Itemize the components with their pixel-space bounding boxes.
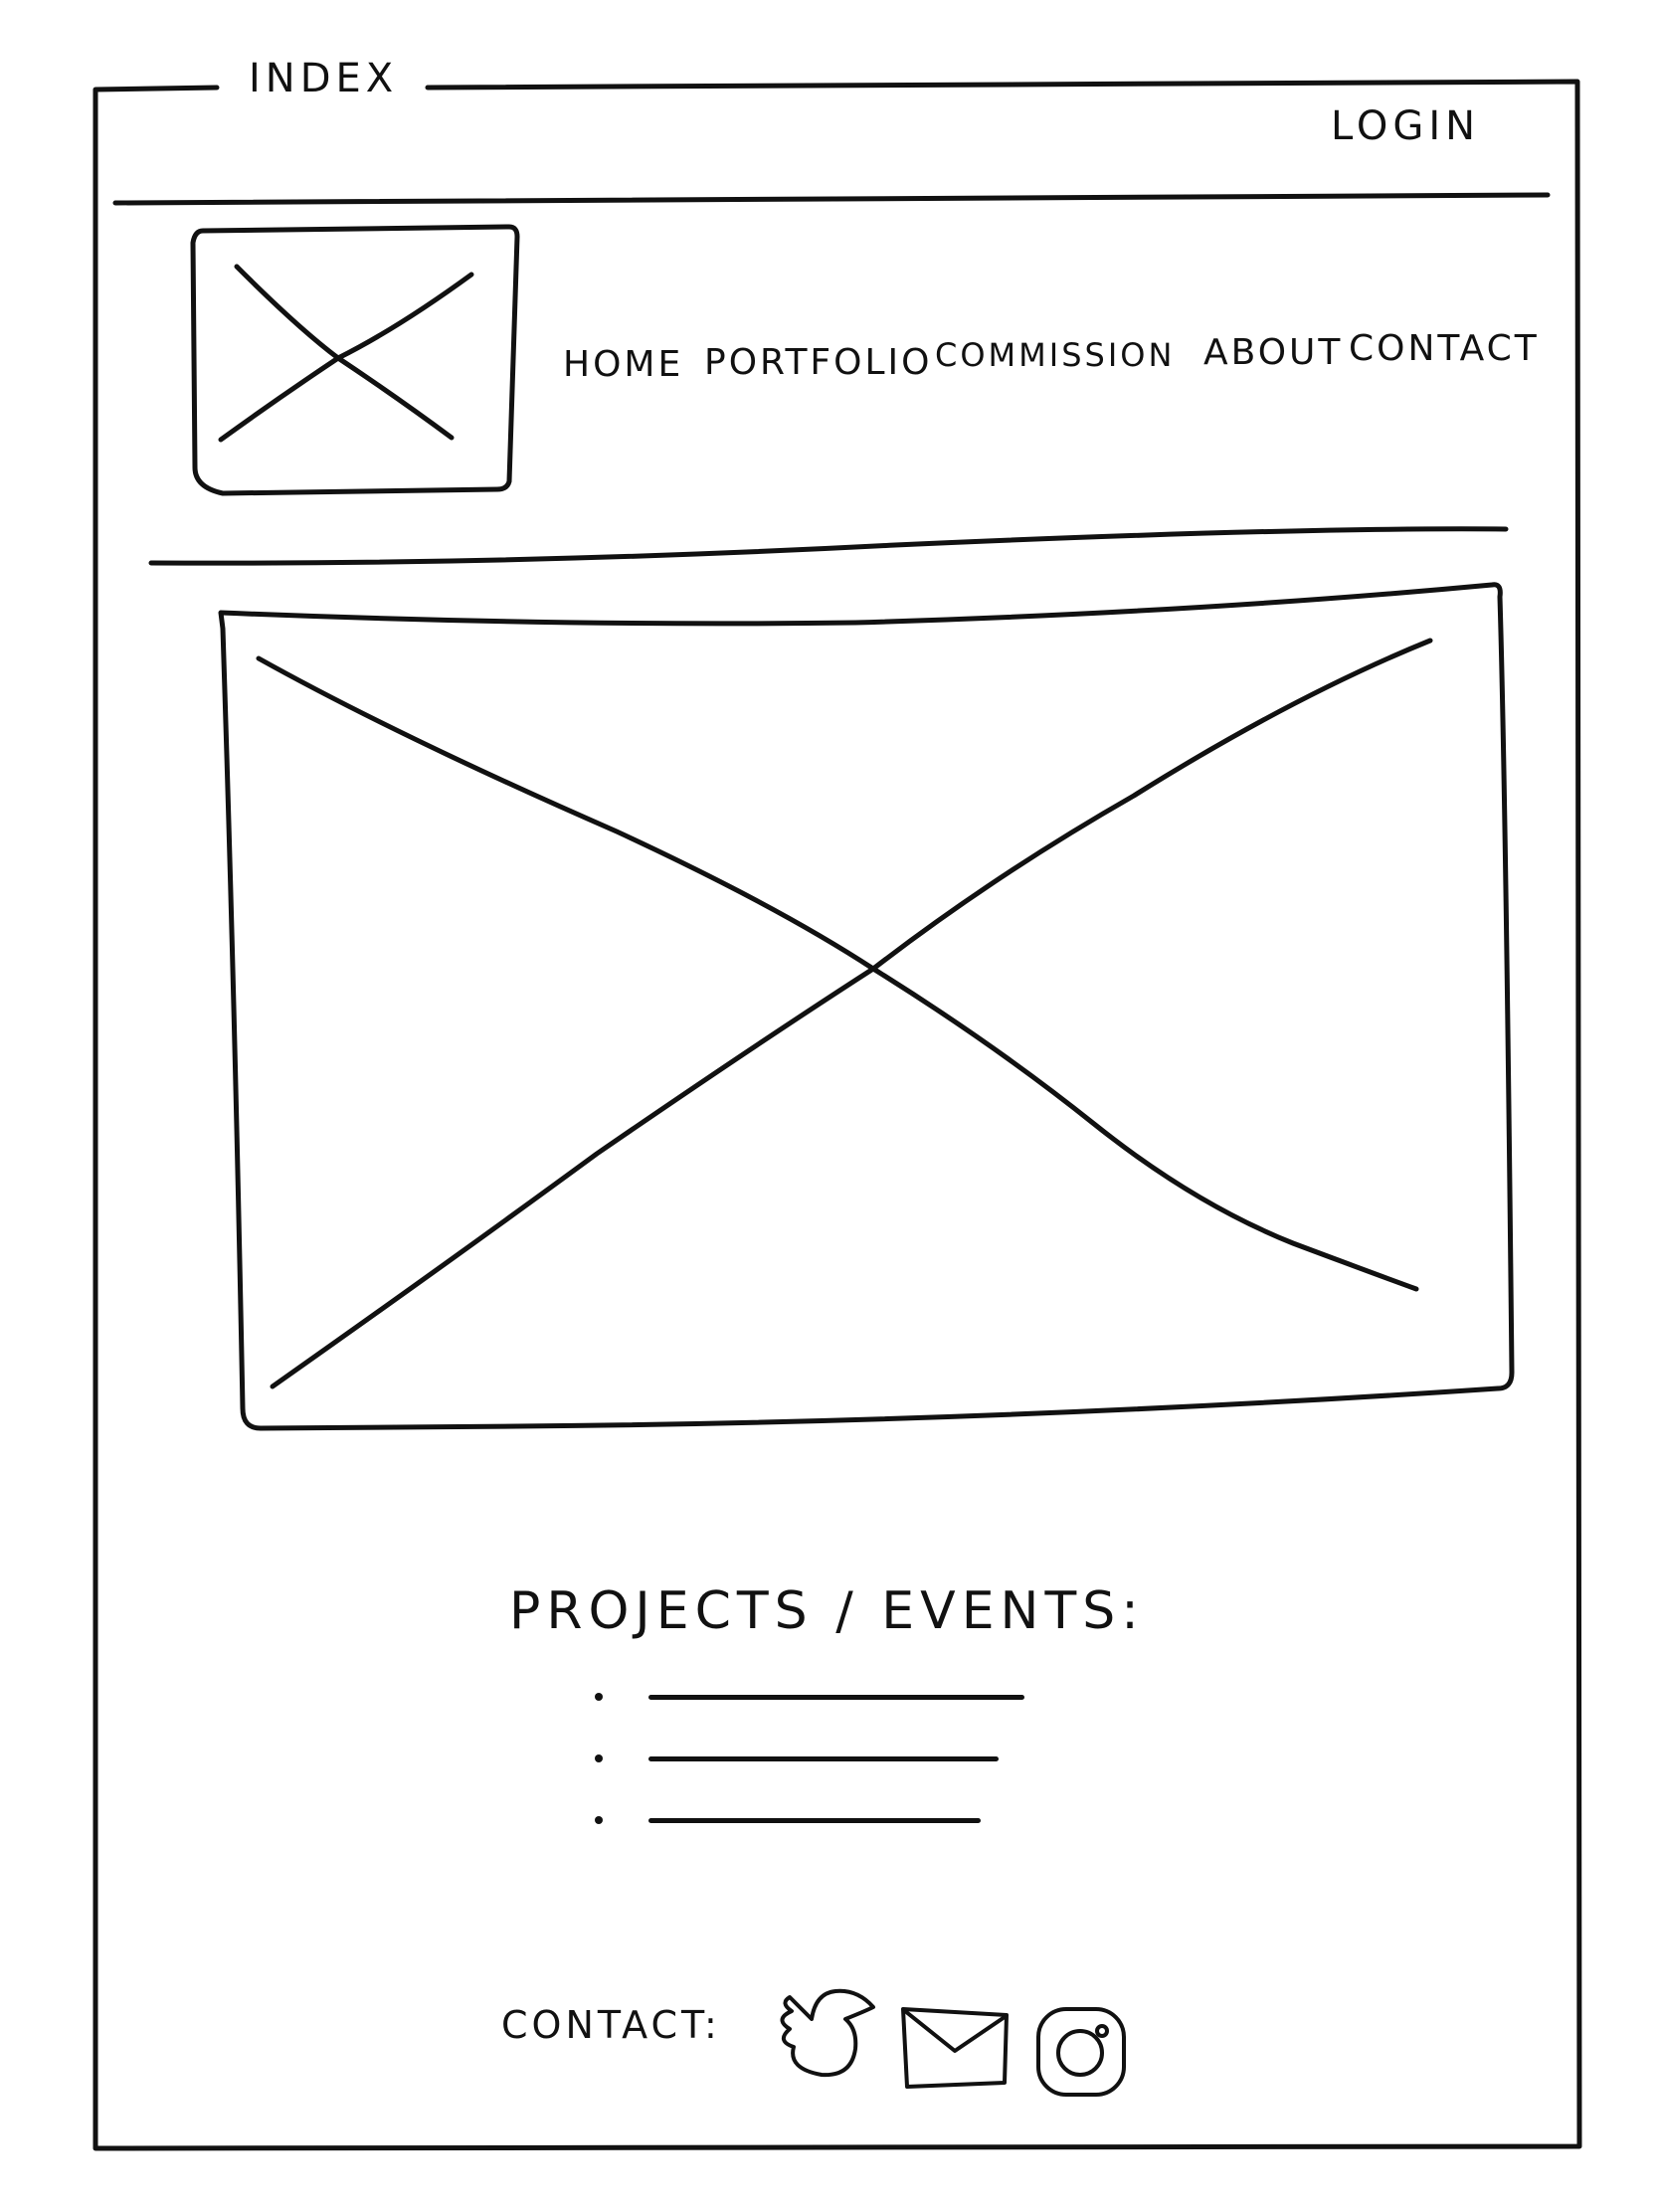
nav-item-contact[interactable]: CONTACT <box>1349 328 1540 369</box>
nav-item-about[interactable]: ABOUT <box>1203 332 1344 373</box>
bullet <box>595 1693 603 1701</box>
list-item[interactable] <box>587 1741 1104 1802</box>
bullet <box>595 1754 603 1762</box>
instagram-icon[interactable] <box>1030 1997 1130 2097</box>
mail-icon-drawing <box>901 2007 1009 2089</box>
mail-icon[interactable] <box>895 1999 1014 2087</box>
window-title: INDEX <box>225 56 423 101</box>
hero-image-placeholder <box>221 585 1512 1428</box>
projects-events-heading: PROJECTS / EVENTS: <box>509 1581 1145 1641</box>
browser-frame <box>92 79 1582 2151</box>
header-divider <box>112 192 1551 206</box>
nav-item-commission[interactable]: COMMISSION <box>935 336 1176 374</box>
text-placeholder-line <box>648 1818 981 1823</box>
nav-item-home[interactable]: HOME <box>563 344 684 385</box>
instagram-icon-drawing <box>1036 2007 1126 2097</box>
main-nav: HOME PORTFOLIO COMMISSION ABOUT CONTACT <box>557 328 1552 390</box>
nav-divider <box>148 526 1509 566</box>
bird-icon-drawing <box>780 1988 875 2078</box>
footer-contact-label: CONTACT: <box>501 2003 721 2047</box>
logo-placeholder <box>195 227 517 493</box>
login-link[interactable]: LOGIN <box>1331 103 1481 149</box>
bird-icon[interactable] <box>762 1979 881 2089</box>
text-placeholder-line <box>648 1695 1024 1700</box>
logo-cross-line <box>218 272 474 443</box>
logo-box <box>190 224 520 496</box>
text-placeholder-line <box>648 1756 999 1761</box>
projects-list <box>587 1679 1104 1864</box>
hero-box <box>218 582 1515 1431</box>
list-item[interactable] <box>587 1679 1104 1741</box>
hero-cross-line <box>256 655 1419 1292</box>
nav-item-portfolio[interactable]: PORTFOLIO <box>704 342 933 383</box>
hero-cross-line <box>270 638 1433 1389</box>
list-item[interactable] <box>587 1802 1104 1864</box>
bullet <box>595 1816 603 1824</box>
